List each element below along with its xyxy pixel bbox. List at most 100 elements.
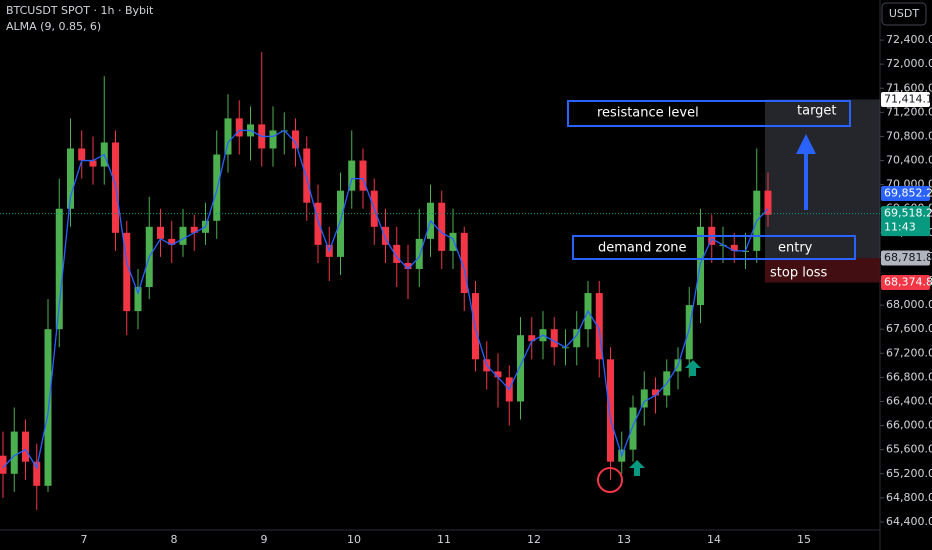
x-tick-label: 14: [707, 533, 721, 546]
candle-body: [460, 232, 468, 294]
candle-body: [123, 232, 131, 312]
candle-body: [494, 371, 502, 378]
candle-body: [393, 244, 401, 263]
candle-body: [55, 208, 63, 330]
candle-body: [22, 431, 29, 462]
x-tick-label: 12: [527, 533, 541, 546]
candle-body: [550, 329, 558, 348]
candle-body: [314, 202, 322, 245]
y-tick-label: 70,800.0: [886, 129, 932, 142]
candle-body: [438, 202, 446, 251]
candle-body: [640, 389, 648, 408]
candle-body: [573, 329, 581, 348]
y-tick-label: 67,200.0: [886, 346, 932, 359]
y-tick-label: 65,200.0: [886, 467, 932, 480]
candle-body: [10, 431, 18, 474]
candle-body: [652, 389, 659, 396]
candle-body: [224, 118, 232, 155]
currency-button[interactable]: [881, 2, 927, 26]
x-tick-label: 10: [347, 533, 361, 546]
candle-body: [67, 148, 74, 209]
candle-body: [89, 160, 97, 167]
y-tick-label: 66,000.0: [886, 419, 932, 432]
candle-body: [337, 190, 344, 257]
target-label: target: [797, 104, 837, 119]
low-circle: [597, 467, 623, 493]
candle-body: [404, 262, 412, 269]
y-tick-label: 67,600.0: [886, 322, 932, 335]
y-tick-label: 72,000.0: [886, 57, 932, 70]
candle-body: [157, 226, 164, 239]
countdown-label: 11:43: [884, 221, 916, 234]
entry-label: entry: [778, 241, 813, 256]
up-arrow: [629, 460, 645, 476]
plot: [0, 52, 880, 510]
candle-body: [359, 160, 367, 191]
candle-body: [629, 407, 637, 450]
x-tick-label: 9: [261, 533, 268, 546]
candle-body: [190, 226, 198, 233]
y-tick-label: 64,400.0: [886, 515, 932, 528]
candle-body: [168, 238, 176, 245]
profit-zone: [765, 99, 880, 259]
currency-label[interactable]: USDT: [889, 7, 920, 20]
y-tick-label: 71,600.0: [886, 81, 932, 94]
candle-body: [528, 335, 536, 342]
candle-body: [303, 148, 311, 203]
candle-body: [382, 226, 389, 245]
candle-body: [449, 232, 457, 251]
resistance-box: [567, 100, 851, 127]
chart-title: BTCUSDT SPOT · 1h · Bybit: [6, 4, 154, 17]
price-label: 68,781.8: [884, 251, 932, 264]
y-tick-label: 66,400.0: [886, 394, 932, 407]
demand-box: [572, 235, 856, 260]
y-tick-label: 70,400.0: [886, 154, 932, 167]
y-tick-label: 64,800.0: [886, 491, 932, 504]
price-label: 69,518.2: [884, 207, 932, 220]
candle-body: [33, 461, 41, 486]
x-tick-label: 8: [171, 533, 178, 546]
candle-body: [78, 148, 86, 161]
x-tick-label: 11: [437, 533, 451, 546]
price-label: 71,414.1: [884, 92, 932, 105]
up-arrow: [685, 360, 701, 376]
target-arrow-head: [796, 134, 816, 154]
candle-body: [348, 160, 356, 191]
price-label: 69,852.2: [884, 187, 932, 200]
candle-body: [0, 455, 7, 474]
y-tick-label: 65,600.0: [886, 443, 932, 456]
candle-body: [764, 190, 772, 215]
candle-body: [269, 130, 277, 149]
x-tick-label: 15: [797, 533, 811, 546]
price-label: 68,374.8: [884, 276, 932, 289]
candle-body: [730, 244, 738, 251]
y-tick-label: 68,000.0: [886, 298, 932, 311]
x-tick-label: 13: [617, 533, 631, 546]
candle-body: [179, 226, 187, 245]
y-tick-label: 66,800.0: [886, 370, 932, 383]
price-label-bg: [881, 250, 930, 266]
price-label-bg: [881, 91, 930, 107]
candle-body: [415, 238, 423, 269]
candle-body: [213, 154, 221, 221]
stop-label: stop loss: [770, 266, 828, 281]
price-label-bg: [881, 186, 930, 202]
y-tick-label: 72,400.0: [886, 33, 932, 46]
loss-zone: [765, 258, 880, 283]
alma-line: [2, 129, 769, 470]
indicator-label: ALMA (9, 0.85, 6): [6, 20, 101, 33]
price-label-bg: [881, 275, 930, 291]
demand-label: demand zone: [598, 241, 687, 256]
axis: 7 8 9 10 11 12 13 14 15 64,400.0 64,800.0 65,200.0 6…: [81, 33, 932, 546]
candle-body: [235, 118, 243, 137]
x-tick-label: 7: [81, 533, 88, 546]
resistance-label: resistance level: [597, 106, 699, 121]
candle-body: [517, 335, 524, 402]
candle-body: [607, 359, 614, 462]
candle-body: [595, 293, 603, 360]
price-label-bg: [881, 206, 930, 237]
y-tick-label: 71,200.0: [886, 105, 932, 118]
candle-body: [134, 287, 142, 312]
